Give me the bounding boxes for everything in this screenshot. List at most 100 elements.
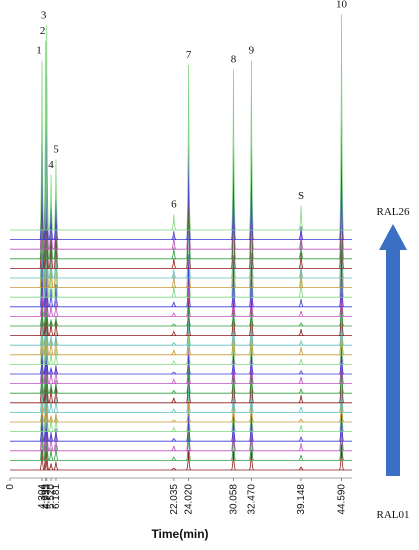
peak [171, 397, 177, 404]
peak [48, 400, 54, 413]
peak [249, 279, 254, 317]
peak [171, 419, 177, 423]
peak [186, 64, 191, 231]
peak [298, 443, 304, 452]
peak [171, 236, 177, 250]
peak [298, 387, 304, 394]
peak [48, 367, 54, 375]
peak [186, 365, 191, 394]
peak [48, 337, 54, 356]
peak [171, 231, 177, 240]
peak [231, 151, 236, 240]
peak [171, 285, 177, 298]
x-tick-label: 4.795 [41, 484, 52, 509]
peak [249, 60, 254, 231]
x-tick-label: 32.470 [246, 484, 257, 515]
peak [171, 301, 177, 308]
peak-label: S [298, 190, 304, 202]
peak [53, 333, 59, 346]
peak [231, 365, 236, 394]
peak-label: 10 [336, 0, 348, 10]
peak [39, 449, 45, 471]
peak [298, 240, 304, 260]
x-tick-label: 30.058 [228, 484, 239, 515]
peak [48, 320, 54, 336]
peak [298, 226, 304, 240]
peak [339, 14, 344, 231]
peak [298, 322, 304, 327]
peak [171, 349, 177, 356]
peak [39, 279, 45, 317]
peak [186, 148, 191, 240]
peak [186, 413, 191, 442]
peak [44, 25, 50, 231]
peak [249, 252, 254, 308]
peak [53, 284, 59, 308]
peak-label: 3 [41, 9, 47, 21]
peak [171, 247, 177, 260]
peak [171, 456, 177, 461]
peak [48, 319, 54, 327]
peak [298, 418, 304, 423]
peak [339, 444, 344, 471]
peak [171, 312, 177, 317]
peak [339, 348, 344, 375]
arrow-bottom-label: RAL01 [377, 509, 410, 521]
peak [48, 304, 54, 317]
peak [171, 323, 177, 327]
peak [298, 347, 304, 356]
peak [249, 305, 254, 327]
peak [298, 425, 304, 432]
peak [171, 360, 177, 365]
peak-label: 7 [186, 49, 192, 61]
peak [48, 385, 54, 404]
peak [231, 255, 236, 308]
peak [339, 396, 344, 423]
peak [186, 253, 191, 308]
peak [53, 348, 59, 365]
peak [171, 408, 177, 413]
peak [231, 317, 236, 346]
peak [186, 317, 191, 346]
peak [48, 433, 54, 452]
peak [298, 339, 304, 346]
peak [44, 127, 50, 240]
x-tick-label: 24.020 [184, 484, 195, 515]
peak [48, 202, 54, 250]
peak [249, 401, 254, 423]
peak [298, 329, 304, 336]
peak [171, 445, 177, 452]
x-tick-label: 44.590 [337, 484, 348, 515]
peak [171, 258, 177, 269]
peak [298, 359, 304, 365]
peak [298, 311, 304, 317]
x-axis-label: Time(min) [151, 527, 208, 541]
traces [10, 14, 352, 471]
x-tick-label: 22.035 [169, 484, 180, 515]
peak [48, 209, 54, 240]
peak [298, 377, 304, 384]
peak [231, 69, 236, 231]
peak [339, 121, 344, 240]
peak-label: 2 [40, 25, 46, 37]
peak [48, 352, 54, 365]
peak-label: 8 [231, 53, 237, 65]
peak [53, 317, 59, 327]
peak [298, 395, 304, 404]
peak [53, 444, 59, 461]
peak [43, 135, 49, 240]
peak [39, 305, 45, 327]
peak-label: 4 [48, 159, 54, 171]
x-tick-label: 6.181 [51, 484, 62, 509]
peak [339, 237, 344, 308]
peak-label: 1 [36, 45, 42, 57]
peak [53, 461, 59, 471]
peak [231, 413, 236, 442]
peak [171, 269, 177, 279]
peak [171, 425, 177, 432]
peak [171, 214, 177, 231]
peak [48, 174, 54, 231]
peak [339, 300, 344, 327]
peak [171, 390, 177, 394]
peak [171, 329, 177, 336]
